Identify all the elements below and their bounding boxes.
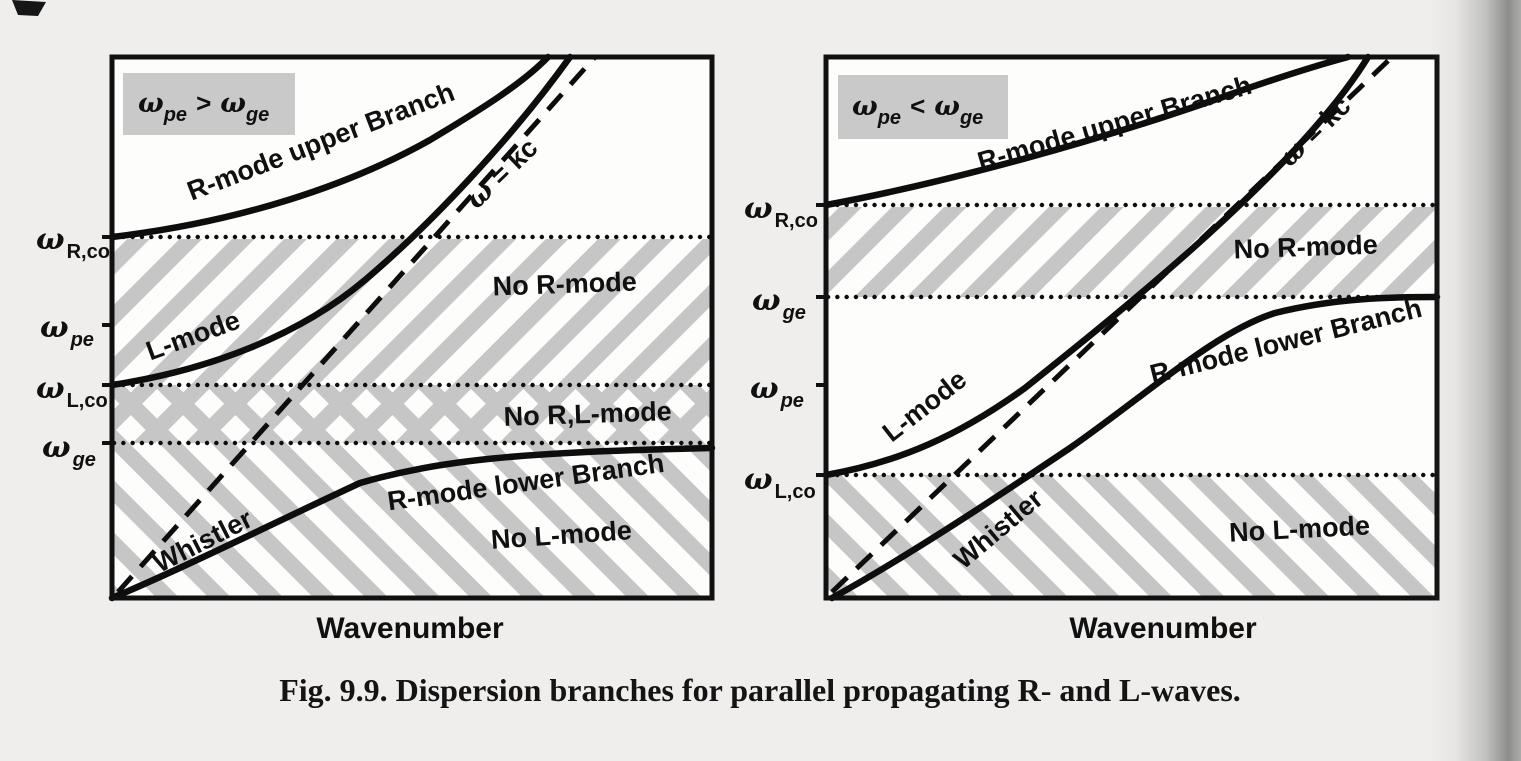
no-l-mode-hatch-region — [828, 475, 1435, 596]
y-label-omega-Lco: ω L,co — [36, 371, 108, 412]
panel-left: ωpe > ωge R-mode upper Branch L-mode Whist… — [36, 53, 716, 645]
x-axis-label-right: Wavenumber — [1069, 612, 1257, 645]
y-label-omega-ge: ω ge — [752, 283, 806, 324]
y-label-omega-ge: ω ge — [42, 430, 96, 471]
light-line-omega-kc — [116, 55, 597, 594]
no-rl-mode-label: No R,L-mode — [503, 396, 672, 432]
light-line-omega-kc — [830, 55, 1394, 594]
no-r-mode-label: No R-mode — [492, 267, 637, 302]
no-l-mode-hatch-region — [114, 385, 710, 596]
y-label-omega-pe: ω pe — [40, 310, 94, 351]
y-label-omega-pe: ω pe — [750, 371, 804, 412]
l-mode-curve — [108, 53, 574, 389]
y-label-omega-Lco: ω L,co — [744, 462, 816, 503]
no-l-mode-label: No L-mode — [1228, 510, 1370, 547]
condition-box — [123, 73, 295, 135]
whistler-r-lower-curve — [828, 293, 1441, 602]
no-r-mode-hatch-region — [828, 207, 1435, 297]
r-mode-upper-branch-curve — [108, 53, 552, 241]
condition-box — [838, 75, 1008, 139]
condition-label: ωpe < ωge — [852, 91, 983, 129]
figure-caption: Fig. 9.9. Dispersion branches for parall… — [279, 672, 1241, 708]
panel-right: ωpe < ωge R-mode upper Branch L-mode Whist… — [744, 53, 1441, 645]
r-mode-upper-branch-curve — [822, 53, 1352, 209]
y-label-omega-Rco: ω R,co — [744, 191, 818, 232]
panel-left-frame — [109, 54, 715, 601]
whistler-r-lower-curve — [108, 444, 716, 602]
condition-label: ωpe > ωge — [138, 88, 269, 126]
scan-artifact — [12, 0, 46, 16]
x-axis-label-left: Wavenumber — [316, 612, 504, 645]
l-mode-curve — [822, 53, 1372, 479]
y-label-omega-Rco: ω R,co — [36, 222, 110, 263]
no-r-mode-label: No R-mode — [1233, 230, 1378, 265]
